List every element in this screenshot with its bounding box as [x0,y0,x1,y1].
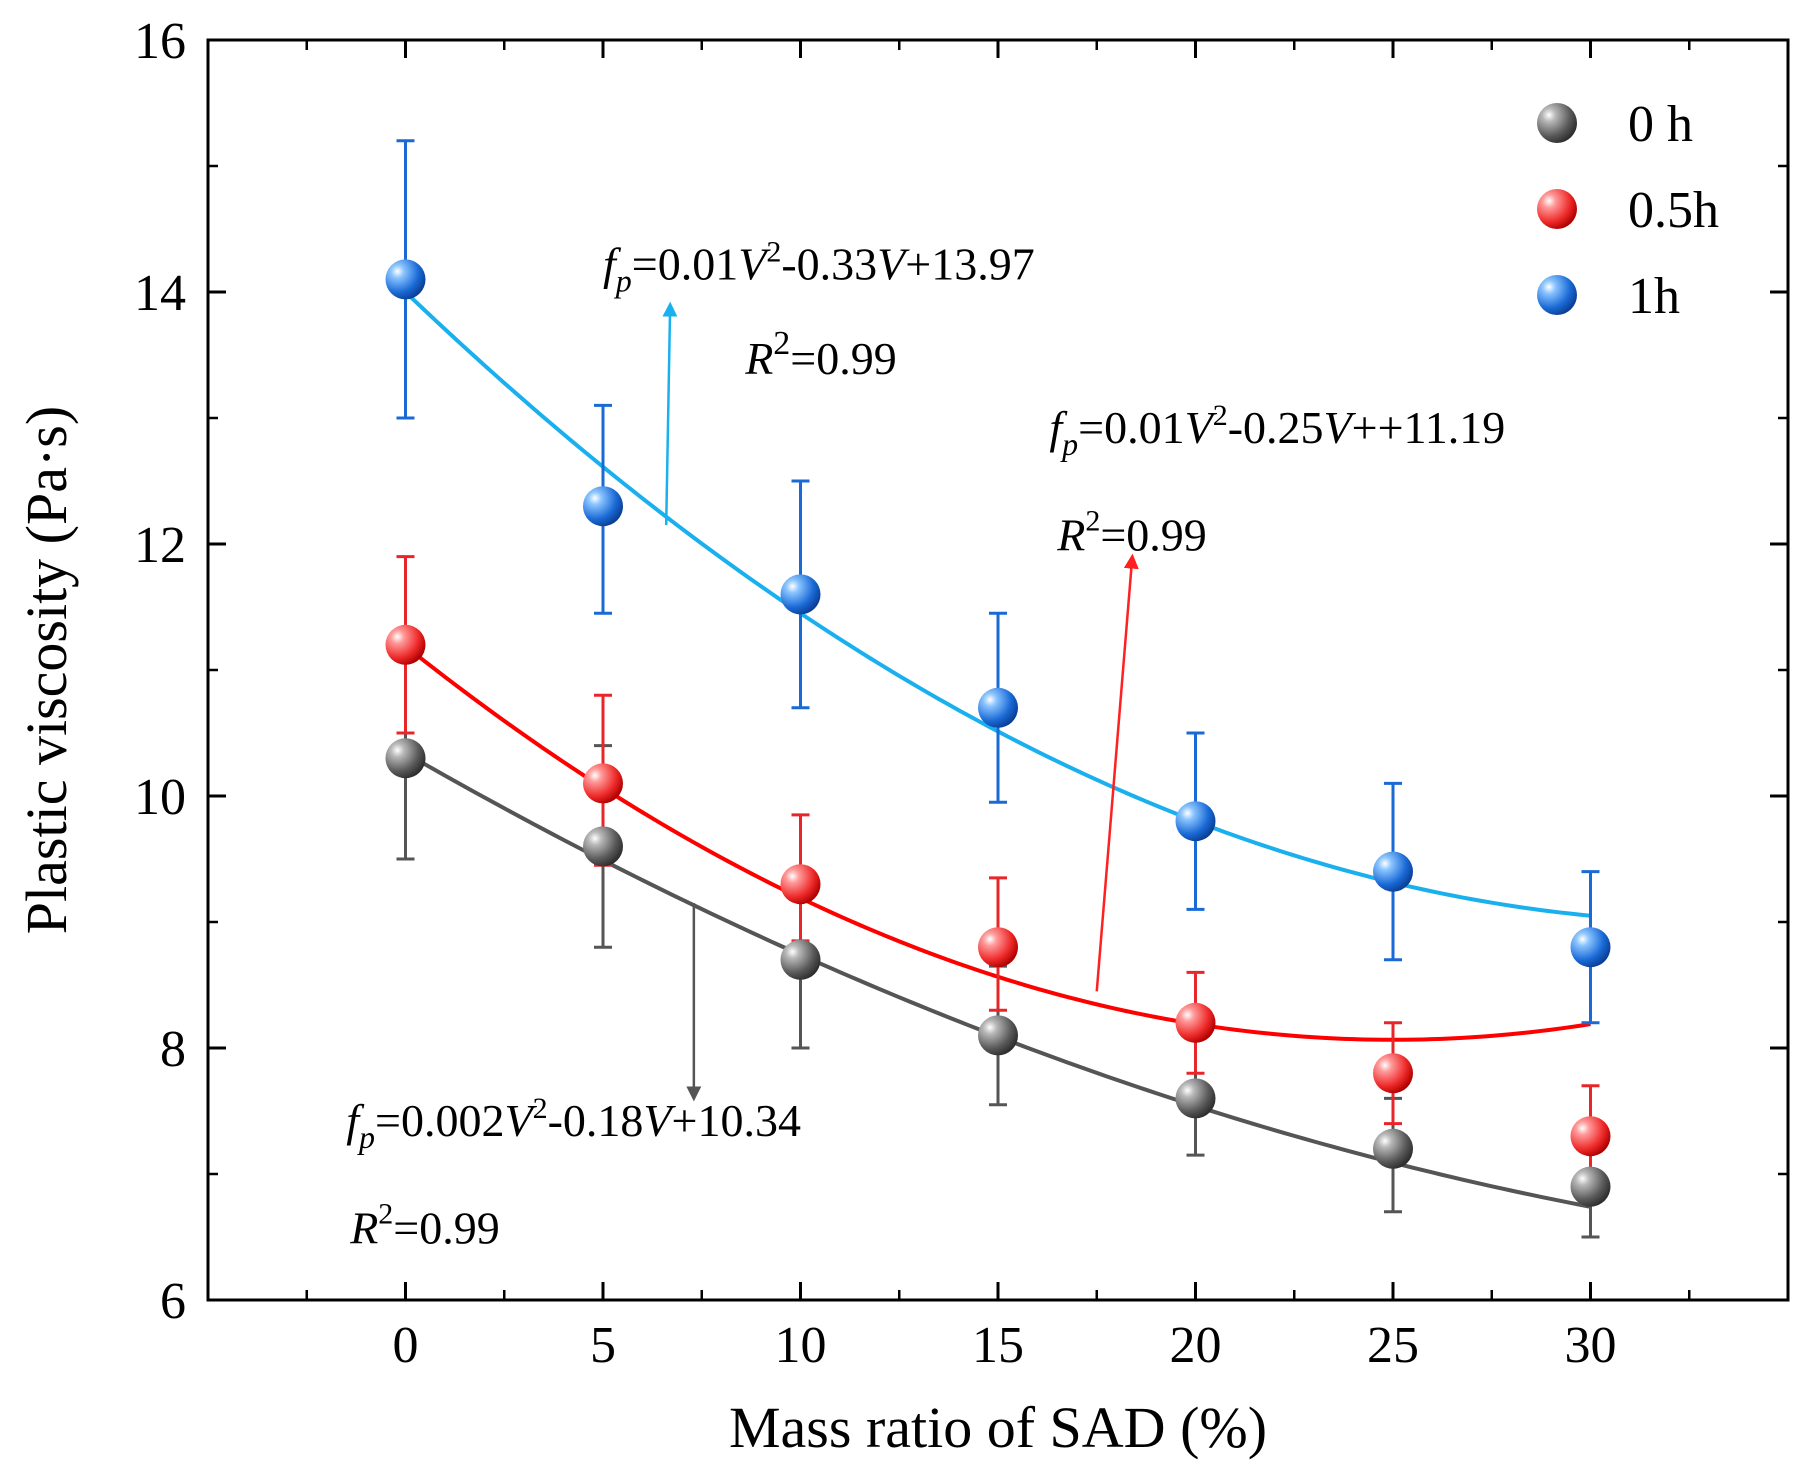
x-tick-label: 5 [590,1317,616,1374]
y-tick-label: 6 [160,1273,186,1330]
y-tick-label: 10 [134,769,186,826]
legend-marker-1h [1537,275,1577,315]
data-point-0-5h [1373,1053,1413,1094]
y-tick-label: 12 [134,517,186,574]
data-point-0-h [385,738,426,779]
data-point-0-h [1373,1128,1413,1169]
data-point-0-5h [1175,1002,1216,1043]
y-tick-label: 14 [134,265,186,322]
data-point-1h [1175,801,1216,842]
x-tick-label: 25 [1367,1317,1419,1374]
data-point-0-h [978,1015,1018,1056]
y-axis-title: Plastic viscosity (Pa·s) [14,406,79,934]
data-point-1h [583,486,623,527]
fit-equation-0-h: fp=0.002V2-0.18V+10.34 [346,1092,801,1155]
y-tick-label: 16 [134,13,186,70]
x-tick-label: 20 [1170,1317,1222,1374]
data-point-1h [385,259,426,300]
fit-equation-1h: fp=0.01V2-0.33V+13.97 [603,235,1035,298]
r-squared-0-5h: R2=0.99 [1056,504,1207,560]
data-point-0-h [583,826,623,867]
legend-label-1h: 1h [1628,268,1680,325]
data-point-0-5h [780,864,821,905]
x-tick-label: 10 [775,1317,827,1374]
legend-marker-0-5h [1537,189,1577,229]
legend-marker-0-h [1537,103,1577,143]
x-tick-label: 15 [972,1317,1024,1374]
legend-label-0-h: 0 h [1628,96,1693,153]
legend-label-0-5h: 0.5h [1628,182,1719,239]
annotation-arrow-1h [662,301,678,526]
data-point-0-5h [978,927,1018,968]
data-point-0-5h [1570,1116,1611,1157]
x-tick-label: 0 [393,1317,419,1374]
x-axis-title: Mass ratio of SAD (%) [729,1395,1267,1460]
data-point-1h [780,574,821,615]
fit-equation-0-5h: fp=0.01V2-0.25V++11.19 [1049,399,1505,462]
data-point-0-h [780,939,821,980]
data-point-1h [978,687,1018,728]
data-point-1h [1373,851,1413,892]
fit-curve-1h [404,290,1591,918]
x-tick-label: 30 [1565,1317,1617,1374]
data-point-0-5h [385,624,426,665]
data-point-0-h [1175,1078,1216,1119]
y-tick-label: 8 [160,1021,186,1078]
r-squared-0-h: R2=0.99 [349,1197,500,1253]
data-point-0-h [1570,1166,1611,1207]
data-point-0-5h [583,763,623,804]
data-point-1h [1570,927,1611,968]
r-squared-1h: R2=0.99 [744,325,897,384]
annotation-arrow-0-5h [1095,553,1139,992]
